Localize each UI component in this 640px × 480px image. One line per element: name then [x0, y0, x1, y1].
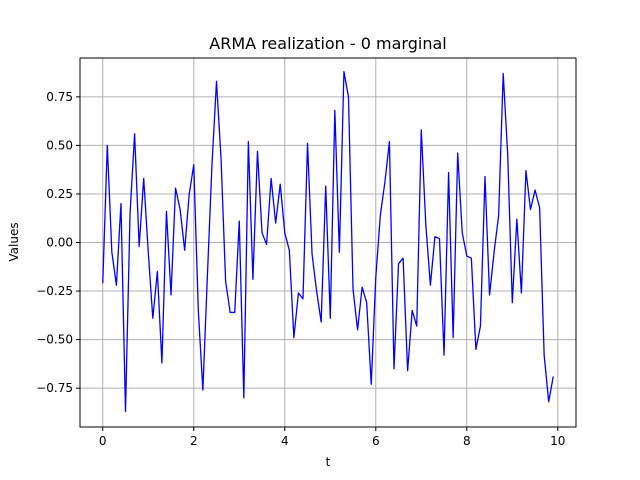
x-tick-label: 0 — [99, 434, 107, 448]
series-layer — [102, 70, 554, 413]
y-tick-label: −0.50 — [36, 333, 73, 347]
grid-lines — [80, 58, 576, 427]
series-line — [102, 70, 554, 413]
y-tick-label: 0.50 — [46, 138, 73, 152]
chart-title: ARMA realization - 0 marginal — [209, 34, 446, 53]
y-tick-label: 0.25 — [46, 187, 73, 201]
x-tick-label: 6 — [372, 434, 380, 448]
y-tick-label: 0.75 — [46, 90, 73, 104]
x-tick-label: 8 — [463, 434, 471, 448]
x-tick-label: 2 — [190, 434, 198, 448]
y-tick-label: −0.25 — [36, 284, 73, 298]
y-tick-label: −0.75 — [36, 381, 73, 395]
x-tick-label: 10 — [550, 434, 565, 448]
x-axis-label: t — [326, 455, 331, 469]
y-axis: −0.75 −0.50 −0.25 0.00 0.25 0.50 0.75 — [36, 90, 80, 395]
y-axis-label: Values — [7, 222, 21, 261]
x-tick-label: 4 — [281, 434, 289, 448]
x-axis: 0 2 4 6 8 10 — [99, 427, 565, 448]
y-tick-label: 0.00 — [46, 236, 73, 250]
